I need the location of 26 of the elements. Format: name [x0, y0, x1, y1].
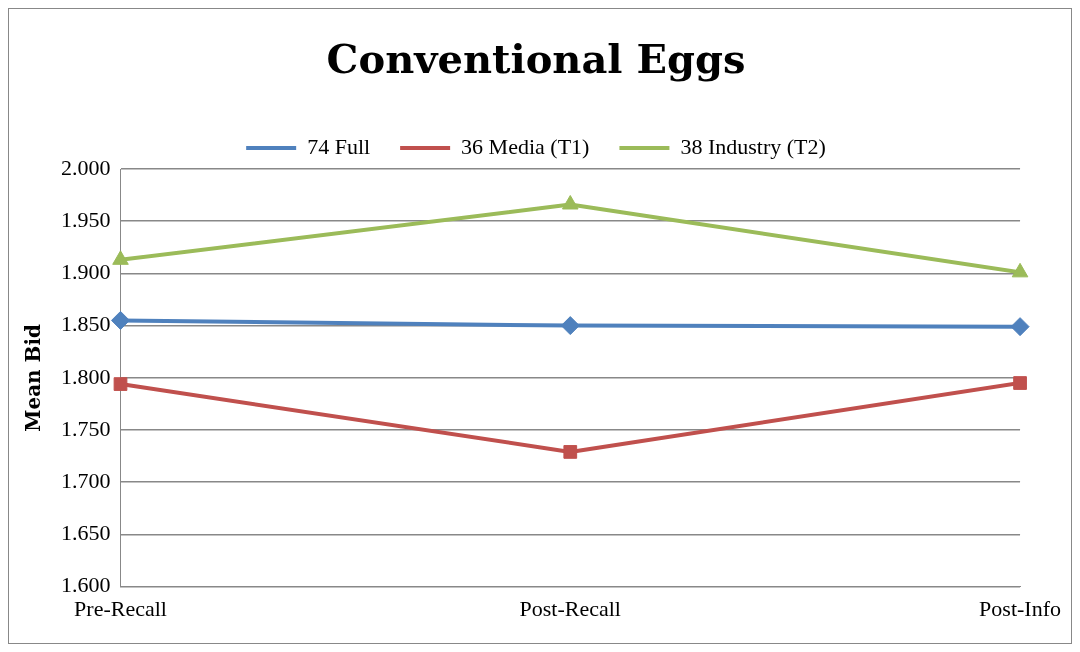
point	[560, 316, 580, 336]
point	[111, 310, 130, 330]
point	[563, 445, 578, 459]
point	[1010, 317, 1030, 337]
x-tick-label: Post-Recall	[519, 595, 621, 621]
y-tick-label: 1.750	[61, 415, 111, 441]
point	[113, 377, 128, 391]
y-tick-label: 1.650	[61, 520, 111, 546]
point	[561, 195, 579, 210]
legend-label: 74 Full	[307, 133, 371, 159]
point	[1013, 376, 1027, 390]
chart-title: Conventional Eggs	[326, 35, 746, 83]
legend-label: 38 Industry (T2)	[680, 133, 826, 159]
y-tick-label: 1.600	[61, 572, 111, 598]
y-tick-label: 1.850	[61, 311, 111, 337]
y-tick-label: 2.000	[61, 154, 111, 180]
y-tick-label: 1.900	[61, 259, 111, 285]
y-axis-title: Mean Bid	[21, 323, 46, 432]
y-tick-label: 1.800	[61, 363, 111, 389]
point	[1011, 262, 1029, 278]
x-tick-label: Post-Info	[979, 595, 1061, 621]
y-tick-label: 1.950	[61, 206, 111, 232]
legend-label: 36 Media (T1)	[461, 133, 590, 159]
y-tick-label: 1.700	[61, 467, 111, 493]
x-tick-label: Pre-Recall	[74, 595, 167, 621]
point	[112, 250, 129, 265]
